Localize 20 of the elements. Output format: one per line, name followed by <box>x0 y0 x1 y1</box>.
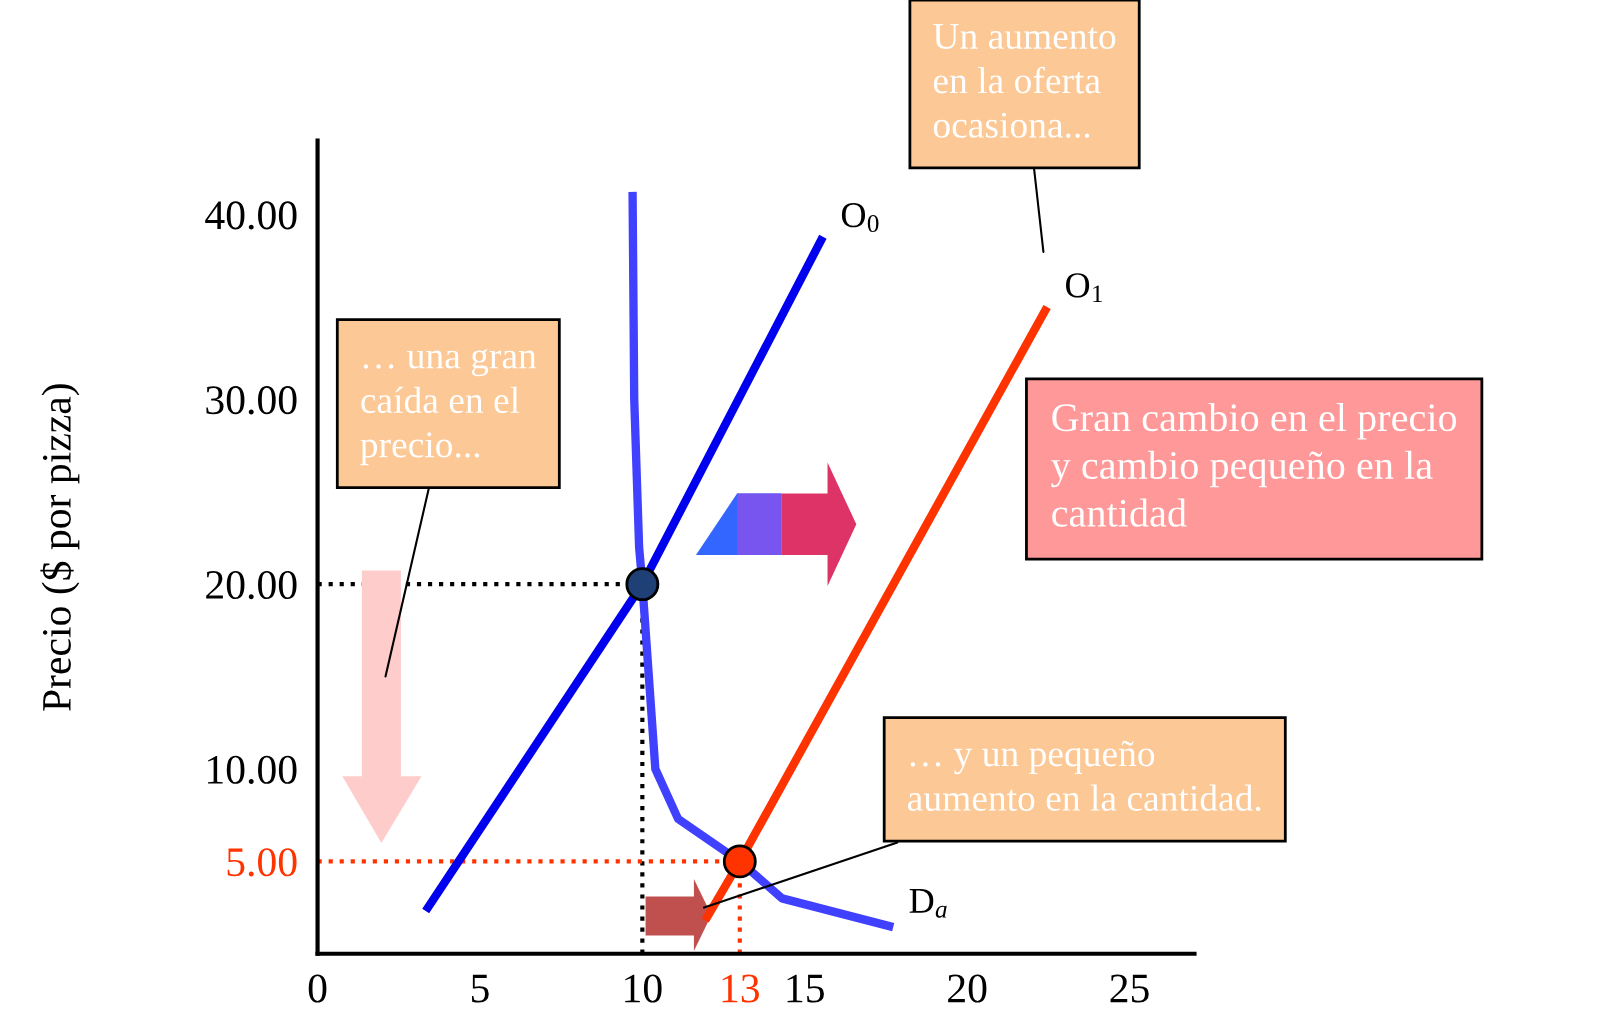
y-tick-label: 30.00 <box>206 386 297 415</box>
x-tick-label: 20 <box>948 974 987 1003</box>
series-label: O$_{0}$ <box>841 202 879 233</box>
y-tick-label: 10.00 <box>208 755 297 785</box>
text: Un aumento en la oferta ocasiona... <box>933 24 1116 138</box>
y-tick-label: 20.00 <box>206 570 297 600</box>
x-tick-label: 10 <box>625 974 662 1003</box>
series-label: D$_{a}$ <box>909 888 947 918</box>
x-tick-label: 13 <box>722 974 759 1003</box>
annotation: Gran cambio en el precio y cambio pequeño en la cantidad <box>1051 402 1457 527</box>
x-tick-label: 15 <box>787 974 824 1003</box>
series-label: O$_{1}$ <box>1066 273 1103 303</box>
x-tick-label: 5 <box>471 974 489 1003</box>
x-tick-label: 0 <box>308 974 327 1003</box>
x-tick-label: 25 <box>1110 974 1149 1003</box>
y-axis-title: Precio ($ por pizza) <box>40 384 80 711</box>
y-tick-label: 5.00 <box>227 848 297 877</box>
annotation: … una gran caída en el precio... <box>360 349 537 466</box>
annotation: … y un pequeño aumento en la cantidad. <box>908 740 1261 812</box>
y-tick-label: 40.00 <box>205 201 297 230</box>
